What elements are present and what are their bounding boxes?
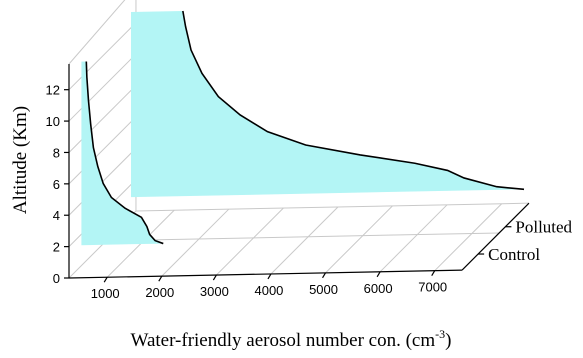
- series-label-polluted: Polluted: [515, 218, 572, 237]
- y-tick-label: 8: [53, 145, 60, 160]
- x-axis-label: Water-friendly aerosol number con. (cm-3…: [131, 327, 452, 351]
- axis-layer: 0 2 4 6 8 10 12 1000 2000 3000 4000 5000 6000 7000 Con…: [46, 64, 573, 301]
- x-grid-line: [379, 204, 448, 273]
- y-grid-line: [68, 116, 137, 185]
- y-grid-line: [68, 22, 137, 91]
- y-tick-label: 0: [53, 271, 60, 286]
- y-tick-label: 12: [46, 83, 60, 98]
- x-tick-label: 5000: [309, 282, 338, 297]
- x-tick-label: 4000: [254, 283, 283, 298]
- x-axis-label-suffix: ): [445, 330, 451, 351]
- grid-layer: [68, 0, 529, 279]
- line-control: [85, 61, 164, 245]
- y-grid-line: [68, 53, 137, 122]
- x-grid-line: [216, 207, 284, 276]
- x-axis-line: [68, 269, 463, 279]
- series-label-control: Control: [488, 245, 540, 264]
- y-tick-label: 4: [53, 208, 60, 223]
- x-tick: [212, 274, 217, 281]
- floor-grid-line: [135, 202, 529, 212]
- x-tick: [103, 276, 108, 283]
- x-grid-line: [434, 203, 503, 272]
- x-tick: [431, 270, 436, 276]
- x-tick: [376, 271, 381, 278]
- x-tick-label: 7000: [418, 280, 447, 295]
- x-tick-label: 3000: [200, 284, 229, 299]
- x-grid-line: [270, 206, 339, 275]
- back-wall-top: [68, 0, 126, 65]
- x-tick-label: 6000: [364, 281, 393, 296]
- depth-axis-line: [461, 202, 530, 271]
- y-tick-label: 10: [46, 114, 60, 129]
- label-layer: Altitude (Km) Water-friendly aerosol num…: [10, 106, 451, 351]
- line-polluted: [182, 10, 525, 191]
- fill-layer: [81, 10, 525, 246]
- x-axis-label-main: Water-friendly aerosol number con. (cm: [131, 330, 436, 351]
- x-axis-label-exponent: -3: [435, 327, 445, 341]
- area-polluted: [131, 10, 524, 198]
- y-tick-label: 2: [53, 240, 60, 255]
- area-control: [81, 61, 164, 246]
- x-tick-label: 1000: [91, 286, 120, 301]
- x-tick: [322, 272, 327, 279]
- floor-grid-line: [106, 232, 500, 242]
- x-tick: [267, 273, 272, 280]
- y-tick-label: 6: [53, 177, 60, 192]
- x-grid-line: [325, 205, 393, 274]
- y-grid-line: [68, 85, 137, 153]
- x-tick: [158, 275, 163, 282]
- x-grid-line: [161, 208, 230, 277]
- x-tick-label: 2000: [145, 285, 174, 300]
- y-axis-label: Altitude (Km): [10, 106, 31, 214]
